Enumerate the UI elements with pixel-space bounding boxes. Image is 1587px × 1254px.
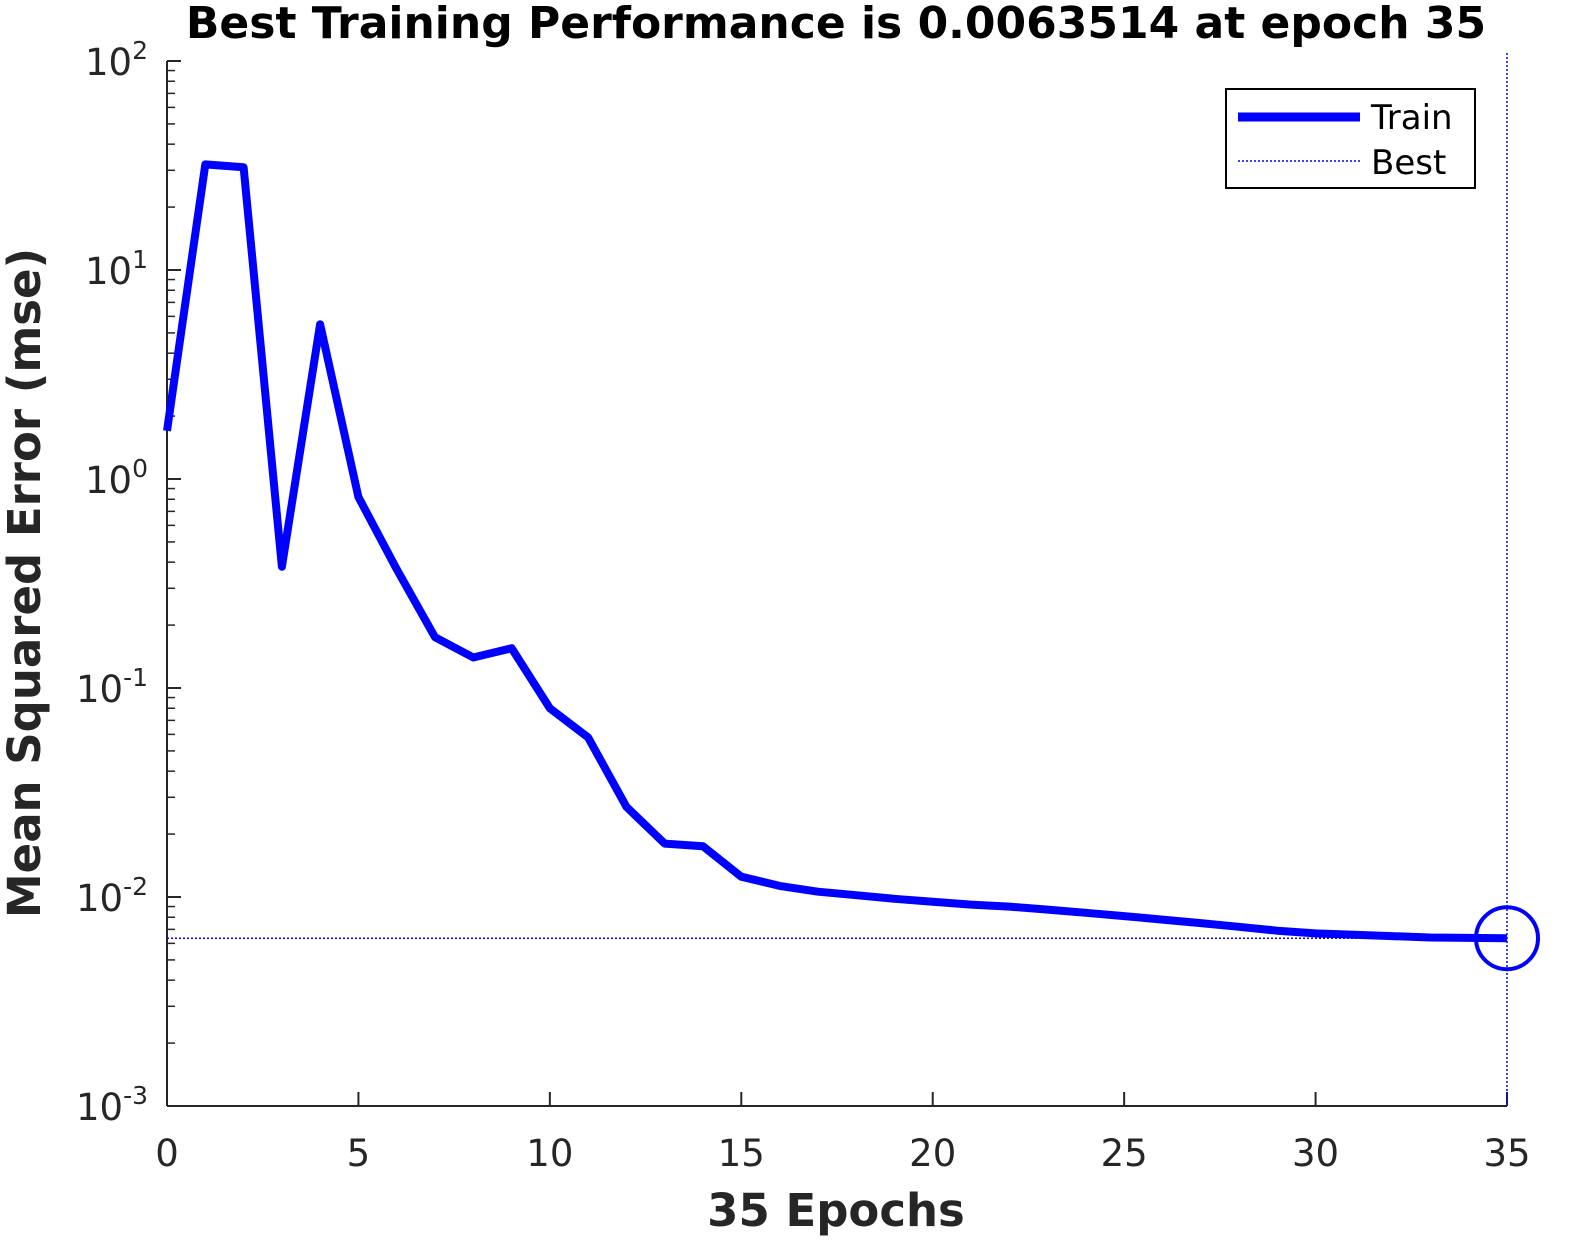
x-tick-label: 5: [347, 1132, 371, 1175]
x-tick-label: 35: [1483, 1132, 1530, 1175]
y-tick-label: 10-3: [76, 1081, 148, 1129]
best-point-marker: [1474, 905, 1540, 972]
x-tick-label: 30: [1292, 1132, 1339, 1175]
x-tick-label: 25: [1101, 1132, 1148, 1175]
y-axis-label: Mean Squared Error (mse): [0, 248, 51, 918]
legend-box: [1225, 88, 1476, 189]
y-tick-label: 100: [85, 454, 148, 502]
legend-best-label: Best: [1371, 143, 1446, 183]
train-series-line: [163, 160, 1508, 943]
plot-axes: [166, 61, 1507, 1107]
x-tick-label: 15: [718, 1132, 765, 1175]
x-axis-ticks: 0 5 10 15 20 25 30 35: [155, 1092, 1531, 1175]
x-axis-label: 35 Epochs: [707, 1184, 965, 1237]
y-tick-label: 10-1: [76, 663, 148, 711]
x-tick-label: 0: [155, 1132, 179, 1175]
x-tick-label: 10: [526, 1132, 573, 1175]
chart-title: Best Training Performance is 0.0063514 a…: [186, 0, 1486, 49]
legend: Train Best: [1225, 88, 1476, 189]
y-axis-ticks: 10-3 10-2 10-1 100 101 102: [76, 36, 181, 1129]
y-tick-label: 101: [85, 245, 148, 293]
y-tick-label: 10-2: [76, 872, 148, 920]
x-tick-label: 20: [909, 1132, 956, 1175]
y-tick-label: 102: [85, 36, 148, 84]
plot-series: [163, 53, 1540, 1106]
legend-train-label: Train: [1370, 98, 1453, 138]
